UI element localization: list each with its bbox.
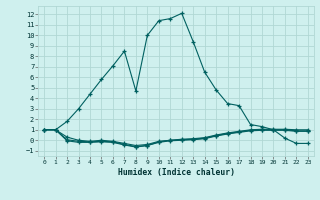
X-axis label: Humidex (Indice chaleur): Humidex (Indice chaleur) <box>117 168 235 177</box>
